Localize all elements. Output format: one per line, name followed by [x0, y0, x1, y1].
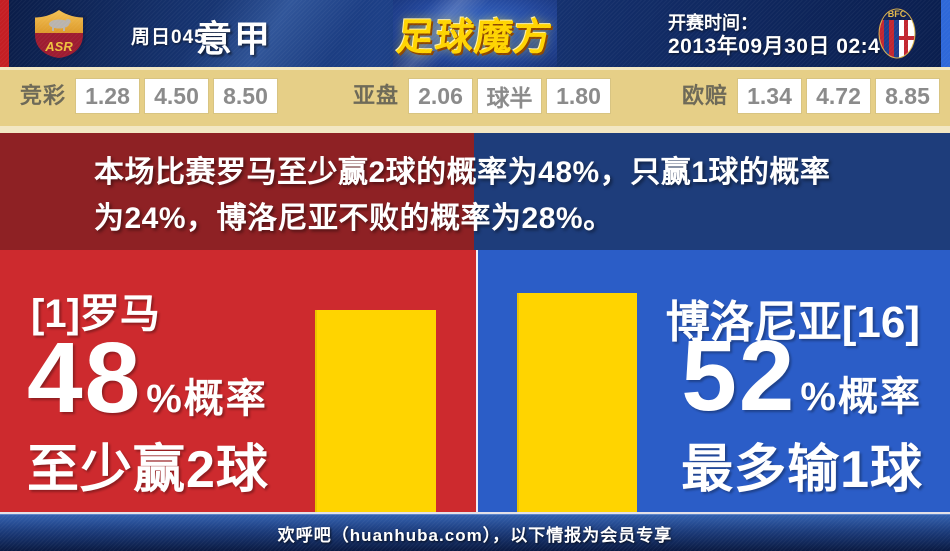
summary-blue-background [474, 133, 950, 250]
footer-divider [0, 512, 950, 514]
odds-bar: 竞彩 1.28 4.50 8.50 亚盘 2.06 球半 1.80 欧赔 1.3… [0, 67, 950, 133]
odds-value-box: 1.80 [547, 79, 611, 113]
kickoff-datetime: 2013年09月30日 02:45 [668, 35, 893, 58]
odds-group-label: 竞彩 [20, 83, 67, 108]
odds-value-box: 2.06 [409, 79, 473, 113]
odds-value-box: 8.85 [876, 79, 940, 113]
roma-crest-icon: ASR [31, 7, 87, 66]
probability-summary-text: 本场比赛罗马至少赢2球的概率为48%，只赢1球的概率 为24%，博洛尼亚不败的概… [94, 150, 894, 242]
summary-line-2: 为24%，博洛尼亚不败的概率为28%。 [94, 202, 614, 235]
away-team-name: 博洛尼亚[16] [665, 298, 920, 347]
kickoff-label: 开赛时间： [668, 13, 758, 33]
odds-value-box: 8.50 [214, 79, 278, 113]
odds-value-box: 4.72 [807, 79, 871, 113]
brand-logo-text: 足球魔方 [394, 17, 555, 59]
brand-logo: 足球魔方 [393, 0, 557, 67]
panel-divider [476, 250, 478, 512]
odds-value-box: 4.50 [145, 79, 209, 113]
away-outcome-label: 最多输1球 [681, 441, 923, 499]
sports-lottery-odds-group: 竞彩 1.28 4.50 8.50 [20, 79, 283, 113]
right-accent-stripe [941, 0, 950, 67]
match-number-label: 周日045 [131, 27, 206, 48]
bologna-crest-icon: BFC [876, 6, 918, 66]
away-probability-bar [517, 293, 637, 512]
summary-red-background [0, 133, 474, 250]
svg-text:BFC: BFC [888, 9, 907, 19]
kickoff-info: 开赛时间： 2013年09月30日 02:45 [668, 12, 892, 60]
match-header: ASR 周日045 意甲 足球魔方 开赛时间： 2013年09月30日 02:4… [0, 0, 950, 67]
home-win-probability: 48 %概率 [27, 328, 268, 428]
odds-group-label: 欧赔 [682, 83, 729, 108]
teams-comparison-section: [1]罗马 48 %概率 至少赢2球 博洛尼亚[16] 52 %概率 最多输1球 [0, 250, 950, 512]
odds-value-box: 球半 [478, 79, 542, 113]
odds-group-label: 亚盘 [353, 83, 400, 108]
home-probability-bar [315, 310, 436, 512]
probability-summary-section: 本场比赛罗马至少赢2球的概率为48%，只赢1球的概率 为24%，博洛尼亚不败的概… [0, 133, 950, 250]
left-accent-stripe [0, 0, 9, 67]
site-footer: 欢呼吧（huanhuba.com），以下情报为会员专享 [0, 514, 950, 551]
home-team-name: [1]罗马 [31, 292, 160, 336]
home-percent-suffix: %概率 [146, 377, 268, 421]
away-win-percent: 52 [681, 320, 797, 432]
away-percent-suffix: %概率 [800, 375, 922, 419]
asian-handicap-odds-group: 亚盘 2.06 球半 1.80 [353, 79, 616, 113]
svg-text:ASR: ASR [44, 39, 73, 54]
summary-line-1: 本场比赛罗马至少赢2球的概率为48%，只赢1球的概率 [94, 156, 831, 189]
home-win-percent: 48 [27, 322, 143, 434]
league-name: 意甲 [196, 18, 273, 59]
footer-text: 欢呼吧（huanhuba.com），以下情报为会员专享 [277, 525, 673, 545]
away-win-probability: 52 %概率 [681, 326, 922, 426]
odds-value-box: 1.28 [76, 79, 140, 113]
home-outcome-label: 至少赢2球 [27, 441, 269, 499]
european-odds-group: 欧赔 1.34 4.72 8.85 [682, 79, 945, 113]
odds-value-box: 1.34 [738, 79, 802, 113]
